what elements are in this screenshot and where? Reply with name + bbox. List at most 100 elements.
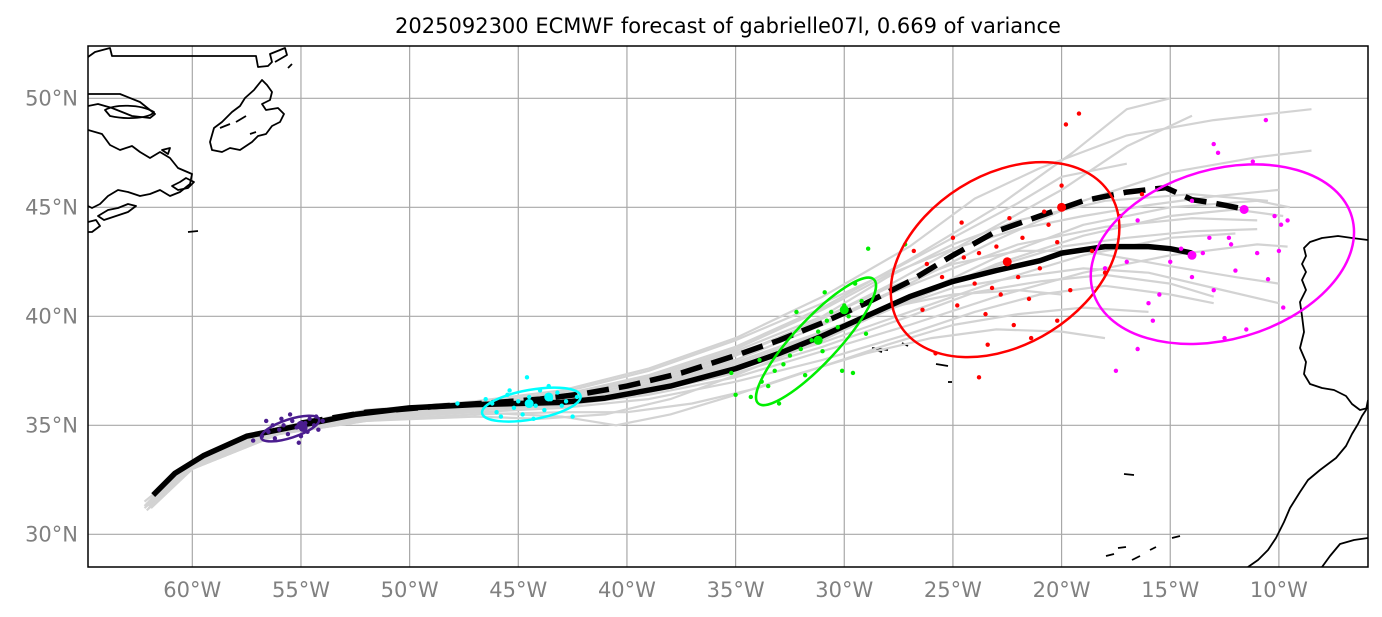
member-position-point: [865, 246, 871, 251]
lon-tick-label: 20°W: [1033, 578, 1091, 602]
member-position-point: [526, 394, 532, 400]
coastline-island-small: [161, 147, 171, 155]
member-position-point: [815, 329, 821, 334]
member-position-point: [989, 285, 995, 291]
member-position-point: [924, 261, 930, 267]
lon-tick-label: 25°W: [924, 578, 982, 602]
member-position-point: [1011, 322, 1016, 328]
member-position-point: [820, 348, 825, 354]
uncertainty-ellipse: [754, 276, 878, 407]
member-position-point: [1041, 209, 1047, 214]
stage-cluster-1: [250, 412, 325, 445]
chart-title: 2025092300 ECMWF forecast of gabrielle07…: [395, 14, 1061, 38]
stage-mean-marker: [296, 420, 306, 430]
member-track-14: [148, 228, 1258, 509]
member-position-point: [757, 357, 762, 363]
member-position-point: [1285, 218, 1290, 223]
member-position-point: [955, 303, 960, 308]
canary-2: [1117, 546, 1127, 549]
member-position-point: [574, 394, 580, 400]
coastline-africa: [1247, 399, 1368, 567]
member-position-point: [1200, 250, 1206, 256]
member-position-point: [1189, 198, 1195, 203]
lon-tick-label: 45°W: [489, 578, 547, 602]
coastline-islet-3: [287, 63, 293, 69]
canary-5: [1171, 535, 1181, 539]
lat-tick-label: 30°N: [25, 522, 78, 546]
stage-center-marker: [1187, 250, 1197, 260]
member-position-point: [1076, 111, 1082, 116]
stage-mean-marker: [1057, 202, 1067, 212]
coastline-islet-4: [249, 131, 257, 135]
member-position-point: [846, 314, 851, 319]
member-position-point: [839, 368, 845, 374]
uncertainty-ellipse: [1089, 163, 1356, 346]
stage-center-marker: [813, 335, 823, 345]
coastline-labrador: [88, 47, 288, 68]
member-position-point: [516, 399, 521, 404]
stage-mean-marker: [839, 305, 849, 315]
lat-tick-label: 35°N: [25, 413, 78, 437]
member-position-point: [1211, 141, 1216, 147]
member-position-point: [859, 298, 864, 304]
member-position-point: [1028, 335, 1034, 341]
stage-cluster-3: [729, 242, 908, 407]
coastline-islet-1: [235, 115, 247, 123]
member-position-point: [748, 394, 754, 400]
member-position-point: [961, 255, 966, 260]
member-position-point: [1226, 235, 1232, 241]
member-position-point: [850, 370, 856, 376]
stage-center-marker: [524, 399, 534, 409]
member-position-point: [563, 399, 569, 404]
member-position-point: [1135, 218, 1140, 223]
member-position-point: [787, 353, 793, 358]
member-position-point: [1146, 301, 1151, 306]
member-position-point: [1254, 250, 1260, 256]
stage-cluster-4: [889, 111, 1145, 380]
member-position-point: [939, 274, 945, 280]
member-position-point: [798, 346, 804, 352]
member-position-point: [1015, 274, 1021, 280]
member-position-point: [1102, 266, 1108, 271]
member-position-point: [1135, 346, 1140, 352]
member-position-point: [1278, 222, 1284, 227]
coastline-islet-2: [219, 123, 231, 129]
member-position-point: [1228, 242, 1234, 247]
member-position-point: [1068, 287, 1073, 293]
lon-tick-label: 60°W: [163, 578, 221, 602]
member-position-point: [1089, 248, 1095, 254]
lon-tick-label: 40°W: [598, 578, 656, 602]
member-position-point: [766, 383, 771, 389]
member-position-point: [281, 423, 286, 428]
lon-tick-label: 30°W: [815, 578, 873, 602]
member-position-point: [455, 401, 460, 406]
coastline-ellipse: [104, 104, 155, 119]
member-position-point: [1250, 159, 1256, 164]
member-position-point: [959, 220, 964, 225]
member-position-point: [781, 362, 786, 367]
member-position-point: [729, 370, 734, 376]
coastline-newfoundland: [209, 79, 285, 153]
lon-tick-label: 35°W: [707, 578, 765, 602]
member-position-point: [863, 331, 869, 336]
member-position-point: [1113, 368, 1119, 374]
member-position-point: [1026, 296, 1032, 302]
member-position-point: [296, 440, 301, 445]
member-position-point: [985, 342, 990, 347]
member-position-point: [835, 325, 840, 330]
lat-tick-label: 50°N: [25, 86, 78, 110]
coastline-iberia: [1299, 235, 1368, 411]
member-position-point: [983, 311, 988, 317]
member-position-point: [824, 318, 830, 323]
coastline-sable: [187, 230, 199, 233]
canary-4: [1149, 546, 1157, 551]
member-position-point: [1222, 335, 1227, 341]
member-position-point: [320, 418, 325, 424]
lon-tick-label: 50°W: [381, 578, 439, 602]
member-position-point: [316, 427, 321, 432]
uncertainty-ellipse: [889, 160, 1121, 359]
member-position-point: [279, 416, 284, 421]
member-position-point: [772, 368, 777, 374]
member-position-point: [542, 407, 547, 413]
forecast-stage-clusters: [250, 111, 1356, 445]
